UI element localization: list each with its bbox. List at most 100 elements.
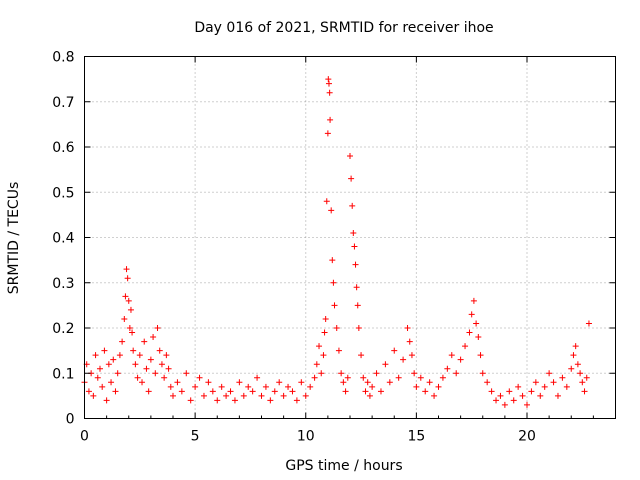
data-point [307,383,314,390]
data-point [344,374,351,381]
data-point [141,338,148,345]
data-point [473,320,480,327]
data-point [101,347,108,354]
data-point [329,257,336,264]
x-tick-label: 20 [518,429,536,445]
data-point [327,116,334,123]
data-point [369,383,376,390]
data-point [348,175,355,182]
data-point [170,392,176,399]
data-point [546,370,553,377]
data-point [515,383,522,390]
data-point [528,388,535,395]
data-point [519,392,526,399]
data-point [563,383,570,390]
data-point [577,370,584,377]
data-point [444,365,451,372]
x-axis-title: GPS time / hours [285,458,402,474]
data-point [94,374,101,381]
data-point [431,392,438,399]
data-point [325,80,332,87]
data-point [488,388,495,395]
data-point [114,370,121,377]
data-point [462,343,469,350]
data-point [506,388,513,395]
data-point [158,361,165,368]
data-point [382,361,389,368]
data-point [298,379,305,386]
data-point [276,379,283,386]
data-point [258,392,265,399]
y-tick-label: 0.7 [52,95,74,111]
data-point [354,302,361,309]
data-point [411,370,418,377]
data-point [280,392,287,399]
data-point [479,370,486,377]
y-tick-label: 0.2 [52,321,74,337]
data-point [326,89,333,96]
data-point [121,315,128,322]
data-point [330,279,337,286]
data-point [192,383,199,390]
data-point [205,379,212,386]
data-point [362,388,369,395]
data-point [174,379,181,386]
data-point [136,352,143,359]
data-point [320,352,327,359]
data-point [231,397,238,404]
data-point [568,365,575,372]
y-axis-title: SRMTID / TECUs [6,182,22,295]
data-point [147,356,154,363]
data-point [537,392,544,399]
data-point [223,392,230,399]
data-point [391,347,398,354]
data-point [123,266,130,273]
data-point [85,388,92,395]
data-point [127,306,134,313]
data-point [453,370,460,377]
axis-ticks: 0 0.1 0.2 0.3 0.4 0.5 0.6 0.7 0.8 0 5 10 15 20 [52,50,616,445]
data-point [161,374,168,381]
data-point [477,352,484,359]
data-point [353,284,360,291]
data-point [163,352,170,359]
data-point [559,374,566,381]
data-point [417,374,424,381]
y-tick-label: 0.5 [52,185,74,201]
data-point [126,325,133,331]
data-point [249,388,256,395]
data-point [318,370,325,377]
data-point [355,325,362,331]
data-point [475,334,482,341]
data-point [395,374,402,381]
data-point [110,356,117,363]
data-point [143,365,150,372]
data-point [342,388,349,395]
data-point [150,334,157,341]
data-point [347,153,353,160]
x-tick-label: 10 [297,429,315,445]
data-point [581,388,588,395]
y-tick-label: 0 [66,412,75,428]
data-point [130,347,137,354]
data-point [550,379,557,386]
data-point [572,343,579,350]
y-tick-label: 0.6 [52,140,74,156]
y-tick-label: 0.8 [52,50,74,66]
data-point [125,297,132,304]
data-point [377,388,384,395]
data-point [510,397,517,404]
data-point [122,293,129,300]
data-point [145,388,152,395]
data-point [209,388,216,395]
data-point [200,392,207,399]
data-point [468,311,475,318]
data-point [585,320,592,327]
data-point [183,370,190,377]
data-point [360,374,367,381]
data-point [335,347,342,354]
data-point [328,207,335,214]
data-point [316,343,323,350]
data-point [119,338,126,345]
